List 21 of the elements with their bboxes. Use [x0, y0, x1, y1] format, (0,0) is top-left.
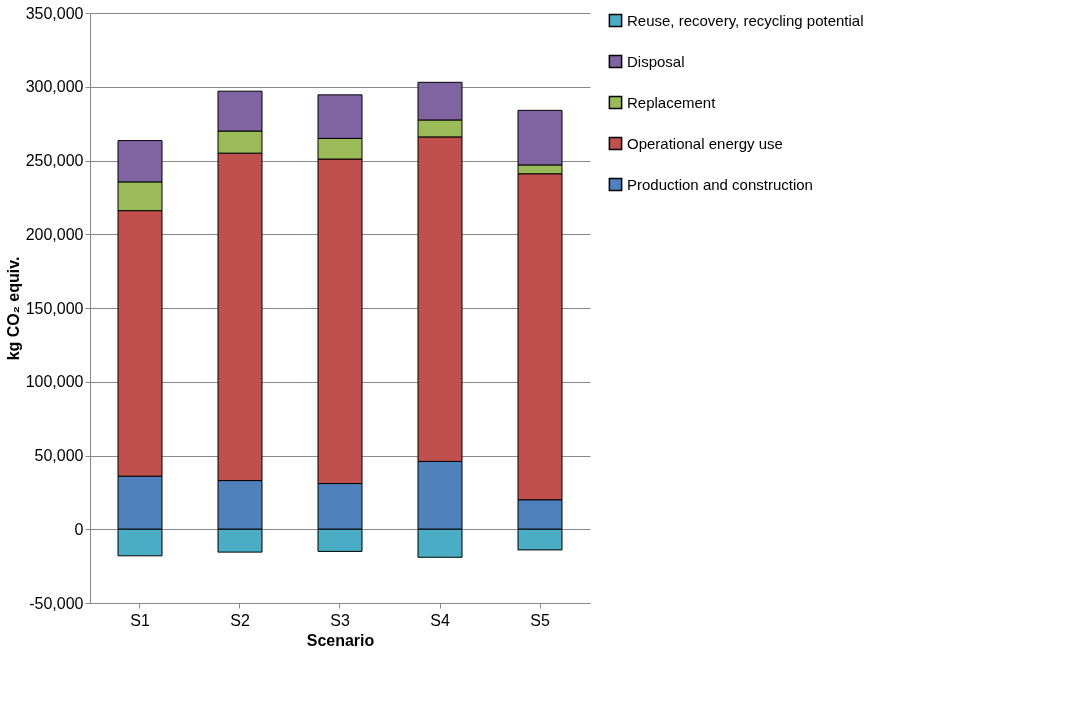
- legend-label: Disposal: [627, 52, 685, 70]
- y-tick-label: 50,000: [34, 447, 84, 464]
- x-tick-label: S2: [230, 611, 250, 629]
- legend-label: Replacement: [627, 93, 717, 111]
- x-tick-label: S1: [130, 611, 150, 629]
- x-tick-label: S3: [330, 611, 350, 629]
- legend-label: Production and construction: [627, 175, 813, 193]
- x-tick-label: S4: [430, 611, 450, 629]
- legend-label: Operational energy use: [627, 134, 783, 152]
- legend-label: Reuse, recovery, recycling potential: [627, 11, 864, 29]
- y-tick-label: 250,000: [25, 152, 84, 169]
- y-tick-label: -50,000: [29, 594, 84, 612]
- y-axis-title: kg CO₂ equiv.: [4, 256, 22, 361]
- y-tick-label: 150,000: [25, 299, 84, 317]
- y-tick-label: 0: [74, 520, 84, 538]
- x-axis-title: Scenario: [306, 631, 375, 649]
- x-tick-label: S5: [530, 611, 550, 629]
- y-tick-label: 100,000: [25, 373, 84, 391]
- y-tick-label: 200,000: [25, 225, 84, 243]
- y-tick-label: 350,000: [25, 4, 84, 22]
- y-tick-label: 300,000: [25, 78, 84, 96]
